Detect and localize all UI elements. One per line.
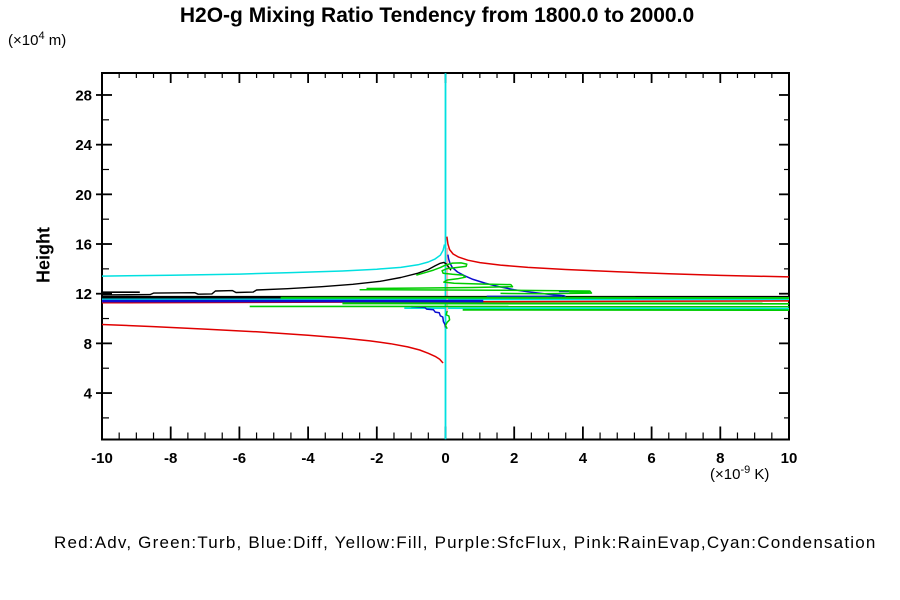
x-axis-unit-label: (×10-9 K) <box>710 464 769 483</box>
x-unit-exponent: -9 <box>740 464 751 476</box>
y-tick-label: 28 <box>75 87 92 104</box>
x-tick-label: -4 <box>301 450 315 467</box>
y-tick-label: 8 <box>84 336 92 353</box>
x-tick-label: 6 <box>647 450 655 467</box>
x-unit-prefix: (×10 <box>710 466 741 483</box>
series-condensation-curve <box>404 307 790 310</box>
y-tick-label: 4 <box>84 386 93 403</box>
legend-text: Red:Adv, Green:Turb, Blue:Diff, Yellow:F… <box>54 533 877 552</box>
y-tick-label: 20 <box>75 187 92 204</box>
series-turb-curve <box>359 288 593 295</box>
x-tick-label: 4 <box>579 450 588 467</box>
y-tick-label: 24 <box>75 137 92 154</box>
y-tick-label: 16 <box>75 237 92 254</box>
x-tick-label: 0 <box>441 450 449 467</box>
series-adv-curve <box>446 236 790 278</box>
x-tick-label: 8 <box>716 450 724 467</box>
series-total-curve <box>101 261 452 296</box>
x-unit-suffix: K) <box>750 466 770 483</box>
series-turb-curve <box>444 310 451 330</box>
y-tick-label: 12 <box>75 286 92 303</box>
y-unit-suffix: m) <box>44 32 67 49</box>
x-tick-label: 10 <box>781 450 798 467</box>
series-adv-curve <box>101 323 444 364</box>
x-tick-label: -2 <box>370 450 383 467</box>
series-diff-curve <box>411 305 447 328</box>
y-unit-prefix: (×10 <box>8 32 39 49</box>
series-condensation-curve <box>101 244 446 277</box>
y-unit-exponent: 4 <box>38 30 45 42</box>
series-turb-curve <box>366 262 514 290</box>
x-tick-label: -6 <box>233 450 246 467</box>
chart-title: H2O-g Mixing Ratio Tendency from 1800.0 … <box>179 4 695 27</box>
x-tick-label: 2 <box>510 450 518 467</box>
x-tick-label: -8 <box>164 450 177 467</box>
y-axis-unit-label: (×104 m) <box>8 30 66 49</box>
x-tick-label: -10 <box>91 450 113 467</box>
